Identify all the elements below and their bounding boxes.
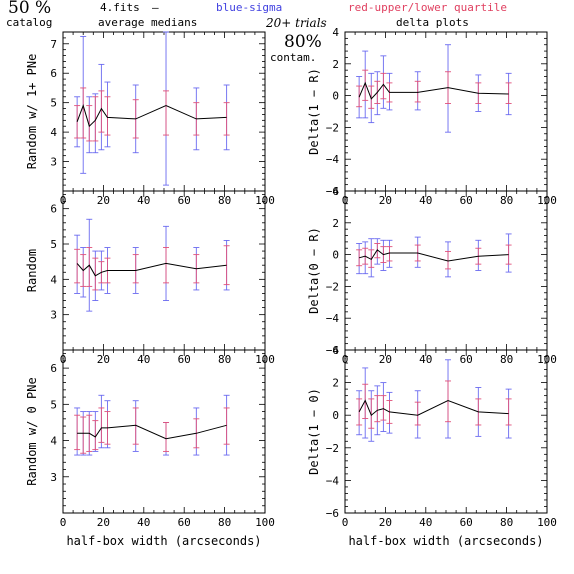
- catalog-label: catalog: [6, 16, 53, 29]
- x-tick-label: 20: [97, 194, 110, 207]
- x-tick-label: 40: [137, 516, 150, 529]
- y-tick-label: 6: [50, 67, 57, 80]
- x-tick-label: 80: [500, 516, 513, 529]
- y-tick-label: −6: [326, 185, 339, 198]
- x-tick-label: 60: [460, 194, 473, 207]
- y-axis-label: Random w/ 0 PNe: [25, 377, 39, 485]
- y-tick-label: −2: [326, 280, 339, 293]
- x-tick-label: 40: [137, 353, 150, 366]
- axes-frame: [344, 31, 548, 192]
- y-tick-label: 4: [332, 26, 339, 39]
- y-tick-label: 5: [50, 238, 57, 251]
- x-tick-label: 80: [218, 194, 231, 207]
- median-line: [358, 399, 509, 417]
- x-tick-label: 0: [342, 516, 349, 529]
- percent-label: 50 %: [8, 0, 52, 18]
- fits-label: 4.fits: [100, 1, 140, 14]
- x-tick-label: 40: [419, 194, 432, 207]
- y-tick-label: 4: [332, 185, 339, 198]
- axes-frame: [62, 190, 266, 351]
- panel-bottom-right: 0 20 40 60 80 100 −6 −4 −2 0 2 4 Delta(1 − 0): [307, 344, 557, 529]
- y-tick-label: 2: [332, 217, 339, 230]
- contam-label: contam.: [270, 51, 317, 64]
- dash-label: —: [152, 1, 159, 14]
- y-tick-label: 2: [332, 377, 339, 390]
- y-tick-label: 4: [50, 273, 57, 286]
- x-tick-label: 80: [218, 353, 231, 366]
- median-line: [76, 262, 227, 277]
- panel-bottom-left: 0 20 40 60 80 100 3 4 5 6 Random w/ 0 PNe: [25, 349, 275, 529]
- x-axis-label-right: half-box width (arcseconds): [348, 534, 543, 548]
- y-tick-label: −4: [326, 153, 340, 166]
- y-tick-label: −6: [326, 507, 339, 520]
- y-axis-label: Delta(1 − R): [307, 68, 321, 155]
- y-tick-label: 6: [50, 362, 57, 375]
- x-tick-label: 20: [97, 353, 110, 366]
- y-tick-label: 5: [50, 398, 57, 411]
- x-tick-label: 60: [178, 353, 191, 366]
- x-tick-label: 60: [178, 194, 191, 207]
- x-tick-label: 40: [137, 194, 150, 207]
- median-line: [358, 81, 509, 100]
- x-tick-label: 60: [460, 516, 473, 529]
- y-tick-label: 4: [50, 126, 57, 139]
- x-tick-label: 100: [255, 516, 275, 529]
- x-tick-label: 80: [500, 194, 513, 207]
- median-line: [358, 249, 509, 262]
- y-tick-label: 3: [50, 309, 57, 322]
- delta-title: delta plots: [396, 16, 469, 29]
- y-tick-label: 2: [332, 58, 339, 71]
- medians-label: average medians: [98, 16, 198, 29]
- x-tick-label: 20: [97, 516, 110, 529]
- contam-percent: 80%: [284, 32, 322, 52]
- y-tick-label: 3: [50, 471, 57, 484]
- y-tick-label: −2: [326, 121, 339, 134]
- y-tick-label: −4: [326, 474, 340, 487]
- y-tick-label: 0: [332, 90, 339, 103]
- x-tick-label: 20: [379, 353, 392, 366]
- y-tick-label: −2: [326, 442, 339, 455]
- y-axis-label: Delta(1 − 0): [307, 388, 321, 475]
- y-tick-label: 4: [332, 344, 339, 357]
- axes-frame: [344, 190, 548, 351]
- y-tick-label: 0: [332, 249, 339, 262]
- y-tick-label: 4: [50, 435, 57, 448]
- x-tick-label: 80: [218, 516, 231, 529]
- x-axis-label-left: half-box width (arcseconds): [66, 534, 261, 548]
- red-quartile-label: red-upper/lower quartile: [348, 1, 507, 14]
- axes-frame: [62, 31, 266, 192]
- median-line: [76, 104, 227, 128]
- y-tick-label: 7: [50, 38, 57, 51]
- blue-sigma-label: blue-sigma: [216, 1, 283, 14]
- axes-frame: [344, 349, 548, 514]
- y-axis-label: Random w/ 1+ PNe: [25, 54, 39, 170]
- x-tick-label: 60: [178, 516, 191, 529]
- x-tick-label: 40: [419, 516, 432, 529]
- x-tick-label: 20: [379, 194, 392, 207]
- x-tick-label: 20: [379, 516, 392, 529]
- trials-label: 20+ trials: [266, 16, 327, 30]
- y-tick-label: 0: [332, 409, 339, 422]
- x-tick-label: 40: [419, 353, 432, 366]
- x-tick-label: 0: [60, 516, 67, 529]
- x-tick-label: 100: [537, 516, 557, 529]
- y-tick-label: 6: [50, 203, 57, 216]
- y-tick-label: −4: [326, 312, 340, 325]
- x-tick-label: 80: [500, 353, 513, 366]
- y-tick-label: −6: [326, 344, 339, 357]
- y-axis-label: Random: [25, 249, 39, 292]
- y-tick-label: 5: [50, 97, 57, 110]
- median-line: [77, 424, 227, 440]
- y-axis-label: Delta(0 − R): [307, 227, 321, 314]
- axes-frame: [62, 349, 266, 514]
- y-tick-label: 3: [50, 156, 57, 169]
- x-tick-label: 60: [460, 353, 473, 366]
